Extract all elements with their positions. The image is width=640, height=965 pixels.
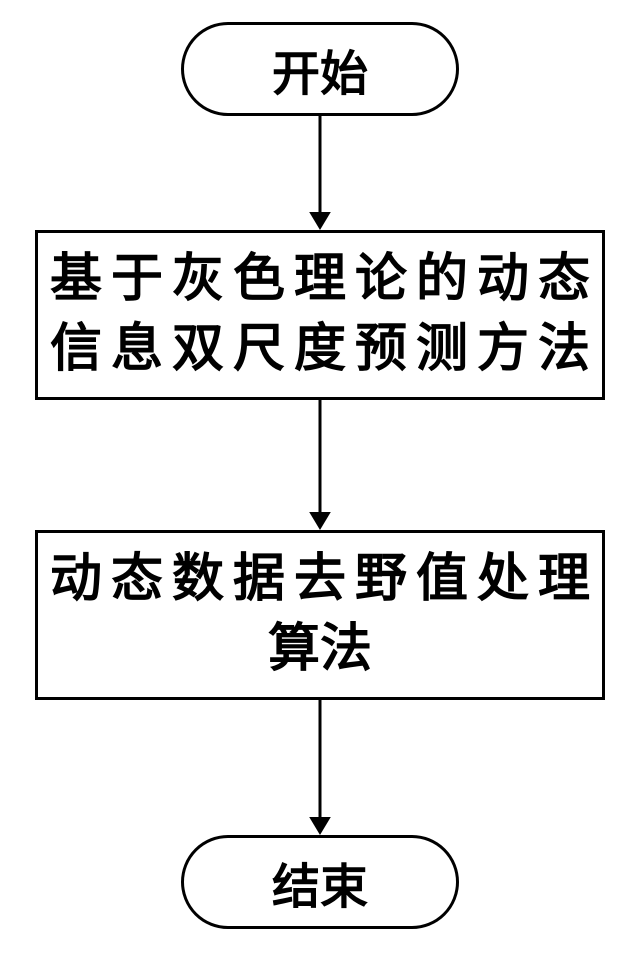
start-terminator: 开始 — [181, 22, 459, 116]
process-step-2-line1: 动态数据去野值处理 — [50, 545, 590, 615]
process-step-1-line2: 信息双尺度预测方法 — [50, 315, 590, 385]
arrows-layer — [0, 0, 640, 965]
process-step-1: 基于灰色理论的动态 信息双尺度预测方法 — [35, 230, 605, 400]
process-step-1-line1: 基于灰色理论的动态 — [50, 245, 590, 315]
flowchart-canvas: 开始 基于灰色理论的动态 信息双尺度预测方法 动态数据去野值处理 算法 结束 — [0, 0, 640, 965]
end-terminator: 结束 — [181, 835, 459, 929]
process-step-2-line2: 算法 — [50, 615, 590, 685]
end-label: 结束 — [272, 847, 368, 917]
start-label: 开始 — [272, 34, 368, 104]
process-step-2: 动态数据去野值处理 算法 — [35, 530, 605, 700]
